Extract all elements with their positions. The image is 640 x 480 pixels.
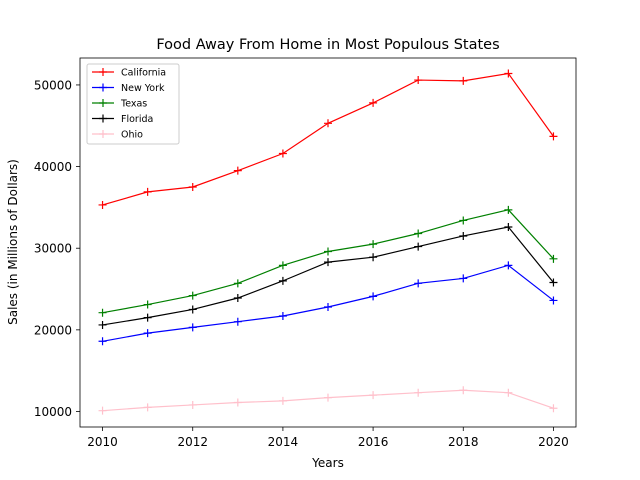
data-point-marker	[324, 119, 332, 128]
data-point-marker	[143, 403, 152, 412]
data-point-marker	[369, 98, 378, 107]
data-point-marker	[278, 149, 287, 158]
data-point-marker	[549, 132, 558, 141]
data-point-marker	[504, 69, 513, 78]
y-tick-label: 30000	[34, 242, 72, 256]
data-point-marker	[414, 229, 423, 238]
data-point-marker	[278, 276, 287, 285]
data-point-marker	[549, 296, 558, 305]
legend-label: New York	[121, 83, 165, 94]
data-point-marker	[504, 222, 513, 231]
legend: California New York Texas Florida Ohio	[86, 63, 180, 145]
legend-item: Florida	[92, 114, 153, 125]
data-point-marker	[459, 274, 468, 283]
chart-title: Food Away From Home in Most Populous Sta…	[156, 37, 499, 53]
data-point-marker	[188, 305, 197, 314]
data-point-marker	[98, 320, 107, 329]
y-tick-label: 50000	[34, 78, 72, 92]
data-point-marker	[188, 291, 197, 300]
data-point-marker	[324, 247, 332, 256]
legend-marker	[99, 68, 107, 76]
data-point-marker	[233, 317, 242, 326]
legend-label: Texas	[120, 99, 147, 110]
legend-marker	[99, 99, 107, 107]
data-point-marker	[278, 311, 287, 320]
data-point-marker	[459, 216, 468, 225]
data-point-marker	[549, 254, 558, 263]
series-texas	[98, 205, 558, 317]
series-ohio	[98, 386, 558, 415]
legend-label: Ohio	[121, 130, 143, 141]
plot-frame	[79, 57, 577, 428]
data-point-marker	[278, 396, 287, 405]
data-point-marker	[414, 279, 423, 288]
data-point-marker	[233, 279, 242, 288]
data-point-marker	[143, 329, 152, 338]
data-point-marker	[98, 200, 107, 209]
data-point-marker	[504, 388, 513, 397]
data-point-marker	[188, 182, 197, 191]
data-point-marker	[504, 205, 513, 214]
data-point-marker	[369, 292, 378, 301]
y-tick-label: 10000	[34, 405, 72, 419]
x-tick-label: 2018	[448, 435, 479, 449]
data-point-marker	[414, 388, 423, 397]
x-tick-label: 2020	[538, 435, 569, 449]
data-point-marker	[143, 313, 152, 322]
legend-label: California	[121, 68, 166, 79]
series-new-york	[98, 261, 558, 346]
data-point-marker	[459, 76, 468, 85]
data-point-marker	[414, 76, 423, 85]
legend-label: Florida	[121, 114, 153, 125]
legend-item: California	[92, 68, 166, 79]
data-point-marker	[459, 231, 468, 240]
legend-item: New York	[92, 83, 165, 94]
legend-marker	[99, 130, 107, 138]
data-point-marker	[459, 386, 468, 395]
data-point-marker	[98, 406, 107, 415]
data-point-marker	[278, 261, 287, 270]
data-point-marker	[98, 308, 107, 317]
data-point-marker	[188, 400, 197, 409]
plot-area: 2010 2012 2014 2016 2018 2020 10000 20000 30000 4…	[34, 57, 577, 449]
data-point-marker	[188, 323, 197, 332]
data-point-marker	[549, 278, 558, 287]
x-tick-label: 2010	[87, 435, 118, 449]
data-point-marker	[324, 302, 332, 311]
legend-box	[86, 63, 180, 145]
series-florida	[98, 222, 558, 329]
data-point-marker	[98, 337, 107, 346]
data-point-marker	[143, 187, 152, 196]
data-point-marker	[414, 242, 423, 251]
data-point-marker	[549, 404, 558, 413]
x-tick-label: 2014	[268, 435, 299, 449]
y-axis-label: Sales (in Millions of Dollars)	[6, 159, 20, 325]
data-point-marker	[233, 398, 242, 407]
data-point-marker	[369, 240, 378, 249]
data-point-marker	[324, 393, 332, 402]
series-california	[98, 69, 558, 209]
legend-marker	[99, 114, 107, 123]
legend-item: Ohio	[92, 130, 143, 141]
legend-item: Texas	[92, 99, 147, 110]
legend-marker	[99, 83, 107, 92]
y-tick-label: 20000	[34, 323, 72, 337]
x-tick-label: 2016	[358, 435, 389, 449]
y-tick-label: 40000	[34, 160, 72, 174]
data-point-marker	[233, 166, 242, 175]
data-point-marker	[369, 391, 378, 400]
data-point-marker	[143, 300, 152, 309]
data-point-marker	[324, 258, 332, 267]
data-point-marker	[369, 253, 378, 262]
x-axis-label: Years	[311, 456, 344, 470]
data-point-marker	[233, 294, 242, 303]
data-point-marker	[504, 261, 513, 270]
x-tick-label: 2012	[177, 435, 208, 449]
